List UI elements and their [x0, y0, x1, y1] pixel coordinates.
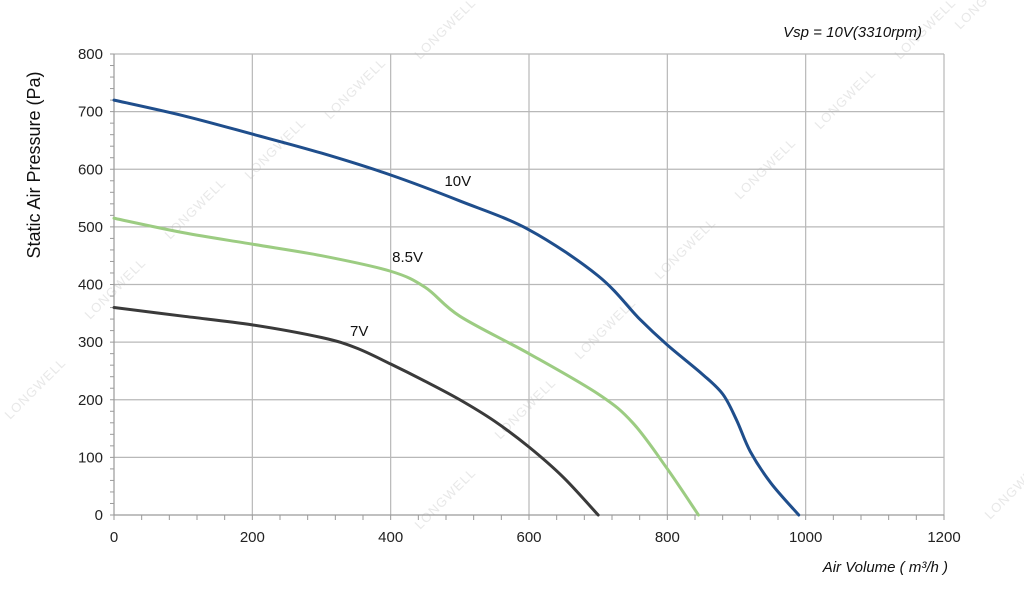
y-tick-label: 700: [78, 104, 103, 121]
watermark-text: LONGWELL: [242, 115, 309, 182]
y-tick-label: 0: [95, 507, 103, 524]
series-line-8-5v: [112, 216, 700, 517]
y-tick-label: 800: [78, 46, 103, 63]
series-label-7v: 7V: [350, 323, 368, 340]
x-tick-label: 800: [655, 529, 680, 546]
y-tick-label: 300: [78, 334, 103, 351]
y-tick-label: 600: [78, 161, 103, 178]
chart-title: Vsp = 10V(3310rpm): [783, 24, 922, 41]
grid-layer: [114, 53, 945, 515]
y-tick-label: 400: [78, 277, 103, 294]
axes-layer: 0 100 200 300 400 500 600 700 800 0 200 400 600 800 10…: [78, 46, 961, 546]
watermark-text: LONGWELL: [982, 455, 1024, 522]
series-layer: [112, 98, 801, 517]
series-label-10v: 10V: [444, 173, 471, 190]
x-axis-title: Air Volume ( m³/h ): [822, 559, 948, 576]
watermark-text: LONGWELL: [2, 355, 69, 422]
watermark-text: LONGWELL: [952, 0, 1019, 32]
watermark-text: LONGWELL: [412, 0, 479, 62]
y-tick-label: 100: [78, 449, 103, 466]
series-line-10v: [112, 98, 801, 517]
watermark-layer: LONGWELLLONGWELLLONGWELLLONGWELLLONGWELL…: [2, 0, 1024, 532]
x-tick-label: 400: [378, 529, 403, 546]
x-tick-label: 1200: [927, 529, 960, 546]
watermark-text: LONGWELL: [812, 65, 879, 132]
labels-layer: 10V 8.5V 7V: [350, 173, 471, 340]
y-tick-label: 200: [78, 392, 103, 409]
x-tick-label: 1000: [789, 529, 822, 546]
y-axis-title: Static Air Pressure (Pa): [24, 71, 44, 258]
watermark-text: LONGWELL: [412, 465, 479, 532]
watermark-text: LONGWELL: [162, 175, 229, 242]
watermark-text: LONGWELL: [652, 215, 719, 282]
watermark-text: LONGWELL: [732, 135, 799, 202]
x-tick-label: 600: [516, 529, 541, 546]
series-line-7v: [112, 306, 600, 517]
y-tick-label: 500: [78, 219, 103, 236]
x-tick-label: 0: [110, 529, 118, 546]
watermark-text: LONGWELL: [492, 375, 559, 442]
series-label-8-5v: 8.5V: [392, 249, 423, 266]
x-tick-label: 200: [240, 529, 265, 546]
